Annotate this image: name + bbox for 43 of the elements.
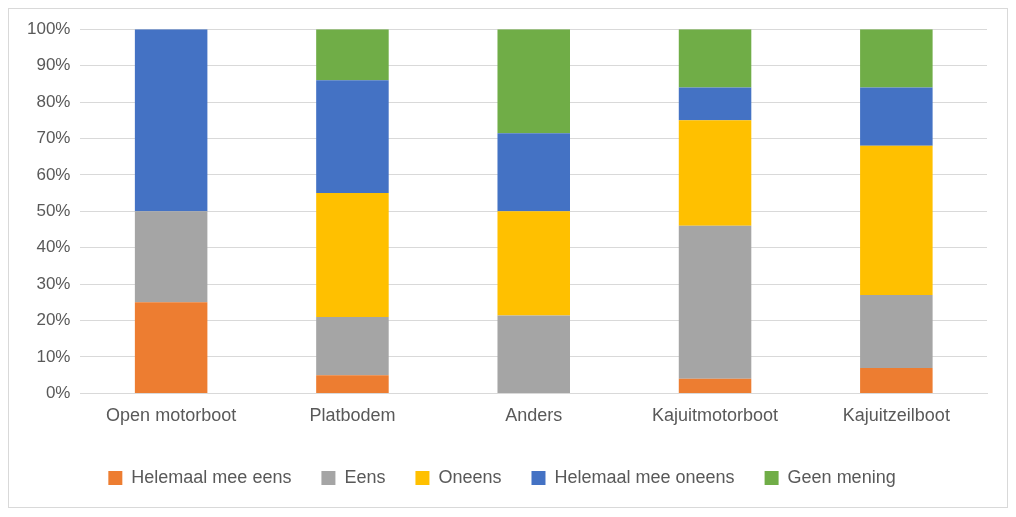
y-tick-label: 100% [27,18,71,38]
bar [678,378,752,393]
y-tick-label: 0% [45,383,71,403]
bar [316,80,389,194]
y-tick-label: 30% [36,273,71,293]
bar [497,29,570,134]
y-tick-label: 20% [36,310,71,330]
y-tick-label: 70% [36,128,71,148]
bar [497,133,570,212]
bar [860,87,933,146]
bar [860,29,933,88]
bar [316,316,389,376]
bar [860,367,933,393]
legend-label: Eens [344,466,386,487]
bar [678,120,752,226]
y-tick-label: 60% [36,164,71,184]
x-tick-label: Open motorboot [106,405,237,426]
y-tick-label: 40% [36,237,71,257]
bar [316,375,389,393]
bar [316,193,389,317]
y-tick-label: 50% [36,200,71,220]
bar [497,315,570,393]
y-tick-label: 90% [36,55,71,75]
x-tick-label: Kajuitmotorboot [652,405,779,426]
bar [316,29,389,81]
bar [678,29,752,88]
x-tick-label: Anders [505,405,563,426]
bar [860,295,933,368]
legend-label: Helemaal mee eens [131,466,292,487]
bar [678,225,752,379]
bar [860,145,933,296]
bar [497,211,570,316]
legend-label: Oneens [438,466,502,487]
x-tick-label: Platbodem [309,405,396,426]
legend-label: Helemaal mee oneens [554,466,735,487]
bar [134,211,208,303]
y-tick-label: 80% [36,91,71,111]
bar [678,87,752,121]
y-tick-label: 10% [36,346,71,366]
x-tick-label: Kajuitzeilboot [842,405,950,426]
legend-label: Geen mening [787,466,896,487]
bar [134,29,208,212]
bar [134,302,208,393]
